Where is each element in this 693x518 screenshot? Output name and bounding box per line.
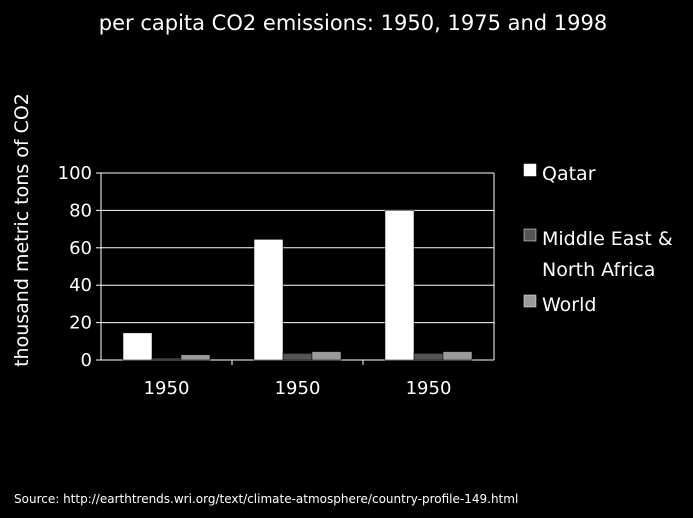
legend-label: World <box>542 294 596 316</box>
x-tick-label: 1950 <box>406 378 452 399</box>
source-note: Source: http://earthtrends.wri.org/text/… <box>14 492 518 506</box>
legend-label: North Africa <box>542 259 655 281</box>
x-tick-label: 1950 <box>275 378 321 399</box>
bar-middle-east-north-africa-0 <box>151 357 182 361</box>
y-tick-label: 20 <box>69 313 92 334</box>
bar-world-1 <box>311 351 342 361</box>
legend-label: Middle East & <box>542 228 673 250</box>
bar-world-0 <box>180 354 211 361</box>
bar-middle-east-north-africa-2 <box>413 353 444 361</box>
bar-qatar-1 <box>253 239 284 361</box>
chart-title: per capita CO2 emissions: 1950, 1975 and… <box>99 11 607 35</box>
x-tick-label: 1950 <box>144 378 190 399</box>
bar-qatar-2 <box>384 210 415 361</box>
y-tick-label: 60 <box>69 238 92 259</box>
bar-world-2 <box>442 351 473 361</box>
legend-swatch-2 <box>523 294 537 308</box>
legend-swatch-0 <box>523 163 537 177</box>
legend-label: Qatar <box>542 163 596 185</box>
plot-area: 0 20 40 60 80 100 1950 1950 1950 <box>58 163 495 399</box>
bar-qatar-0 <box>122 332 153 361</box>
y-tick-label: 0 <box>81 350 92 371</box>
bar-middle-east-north-africa-1 <box>282 353 313 361</box>
y-tick-label: 80 <box>69 200 92 221</box>
legend-swatch-1 <box>523 228 537 242</box>
y-tick-label: 100 <box>58 163 92 184</box>
legend: Qatar Middle East & North Africa World <box>523 163 673 316</box>
y-tick-label: 40 <box>69 275 92 296</box>
y-axis-label: thousand metric tons of CO2 <box>11 93 33 367</box>
